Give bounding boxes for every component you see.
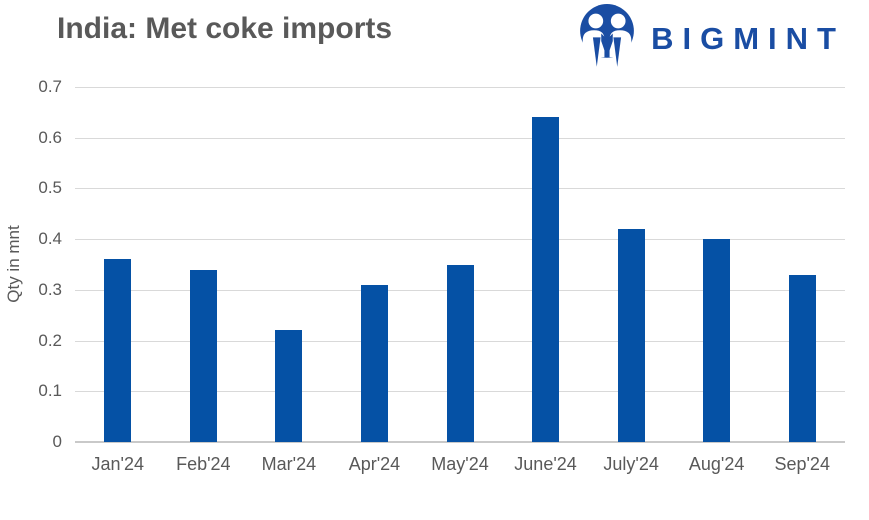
bar-aug24 bbox=[703, 239, 731, 442]
gridline bbox=[75, 87, 845, 88]
bar-jan24 bbox=[104, 259, 132, 442]
y-tick-label: 0.1 bbox=[38, 381, 62, 401]
bar-mar24 bbox=[275, 330, 303, 442]
y-tick-label: 0.3 bbox=[38, 279, 62, 299]
bigmint-logo-icon bbox=[580, 4, 635, 67]
x-tick-label: Mar'24 bbox=[261, 454, 317, 474]
x-tick-label: Feb'24 bbox=[176, 454, 231, 474]
bar-apr24 bbox=[360, 284, 388, 442]
bar-july24 bbox=[617, 229, 645, 442]
bar-june24 bbox=[532, 117, 560, 442]
chart-title: India: Met coke imports bbox=[57, 12, 393, 45]
plot-area bbox=[75, 87, 845, 443]
bigmint-logo-text: BIGMINT bbox=[651, 21, 845, 56]
gridline bbox=[75, 188, 845, 190]
bar-feb24 bbox=[189, 269, 217, 442]
bigmint-logo: BIGMINT bbox=[575, 4, 845, 70]
y-tick-label: 0.7 bbox=[38, 77, 62, 96]
bar-may24 bbox=[446, 264, 474, 442]
y-tick-label: 0 bbox=[52, 432, 62, 451]
gridline bbox=[75, 137, 845, 139]
x-tick-label: Aug'24 bbox=[688, 454, 745, 474]
y-tick-label: 0.4 bbox=[38, 229, 62, 249]
x-tick-label: June'24 bbox=[514, 454, 577, 474]
y-tick-label: 0.2 bbox=[38, 330, 62, 350]
y-tick-label: 0.6 bbox=[38, 127, 62, 147]
x-axis-line bbox=[75, 441, 845, 443]
x-tick-label: Sep'24 bbox=[774, 454, 830, 474]
x-tick-label: May'24 bbox=[431, 454, 489, 474]
x-tick-label: Jan'24 bbox=[91, 454, 144, 474]
y-tick-label: 0.5 bbox=[38, 178, 62, 198]
x-tick-label: Apr'24 bbox=[348, 454, 401, 474]
gridline bbox=[75, 239, 845, 241]
bar-sep24 bbox=[788, 274, 816, 442]
x-tick-label: July'24 bbox=[603, 454, 659, 474]
